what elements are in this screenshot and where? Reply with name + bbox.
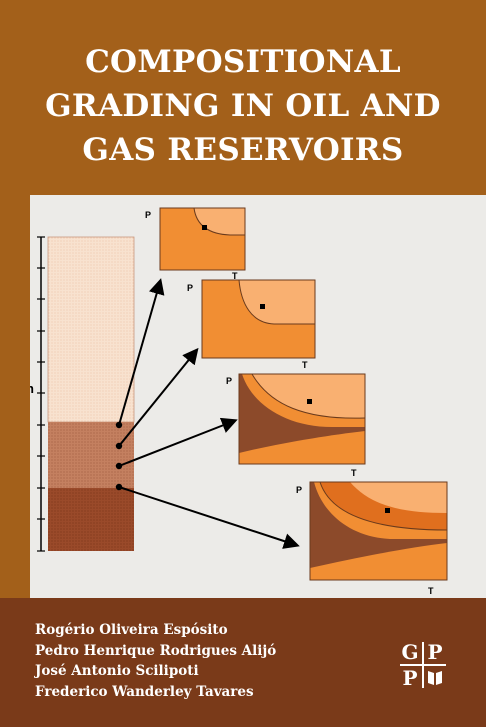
author-2: Pedro Henrique Rodrigues Alijó (35, 641, 276, 662)
title-line-3: GAS RESERVOIRS (0, 128, 486, 172)
author-list: Rogério Oliveira Espósito Pedro Henrique… (35, 620, 276, 702)
upper-gas-zone (48, 237, 134, 422)
temperature-label: T (428, 586, 434, 596)
pressure-label: P (187, 283, 193, 293)
author-1: Rogério Oliveira Espósito (35, 620, 276, 641)
temperature-label: T (351, 468, 357, 478)
temperature-label: T (302, 360, 308, 370)
logo-letter-p-bottom: P (400, 668, 420, 688)
illustration-svg: h P T (30, 195, 486, 598)
book-title: COMPOSITIONAL GRADING IN OIL AND GAS RES… (0, 40, 486, 172)
pressure-label: P (145, 210, 151, 220)
logo-divider-horizontal (400, 664, 446, 666)
author-3: José Antonio Scilipoti (35, 661, 276, 682)
logo-letter-g: G (400, 642, 420, 662)
depth-axis-label: h (30, 381, 34, 396)
middle-zone (48, 422, 134, 488)
phase-diagram-4: P T (296, 482, 447, 596)
author-4: Frederico Wanderley Tavares (35, 682, 276, 703)
phase-diagram-1: P T (145, 208, 245, 281)
title-line-2: GRADING IN OIL AND (0, 84, 486, 128)
arrow-3 (119, 421, 234, 466)
logo-letter-p-top: P (425, 642, 445, 662)
phase-diagram-3: P T (226, 374, 365, 478)
title-line-1: COMPOSITIONAL (0, 40, 486, 84)
pressure-label: P (226, 376, 232, 386)
pressure-label: P (296, 485, 302, 495)
book-icon (426, 669, 444, 687)
depth-axis: h (30, 237, 45, 551)
reservoir-column (48, 237, 134, 551)
lower-oil-zone (48, 488, 134, 551)
arrow-4 (119, 487, 296, 545)
publisher-logo: G P P (400, 642, 446, 690)
phase-diagram-2: P T (187, 280, 315, 370)
cover-illustration: h P T (30, 195, 486, 598)
